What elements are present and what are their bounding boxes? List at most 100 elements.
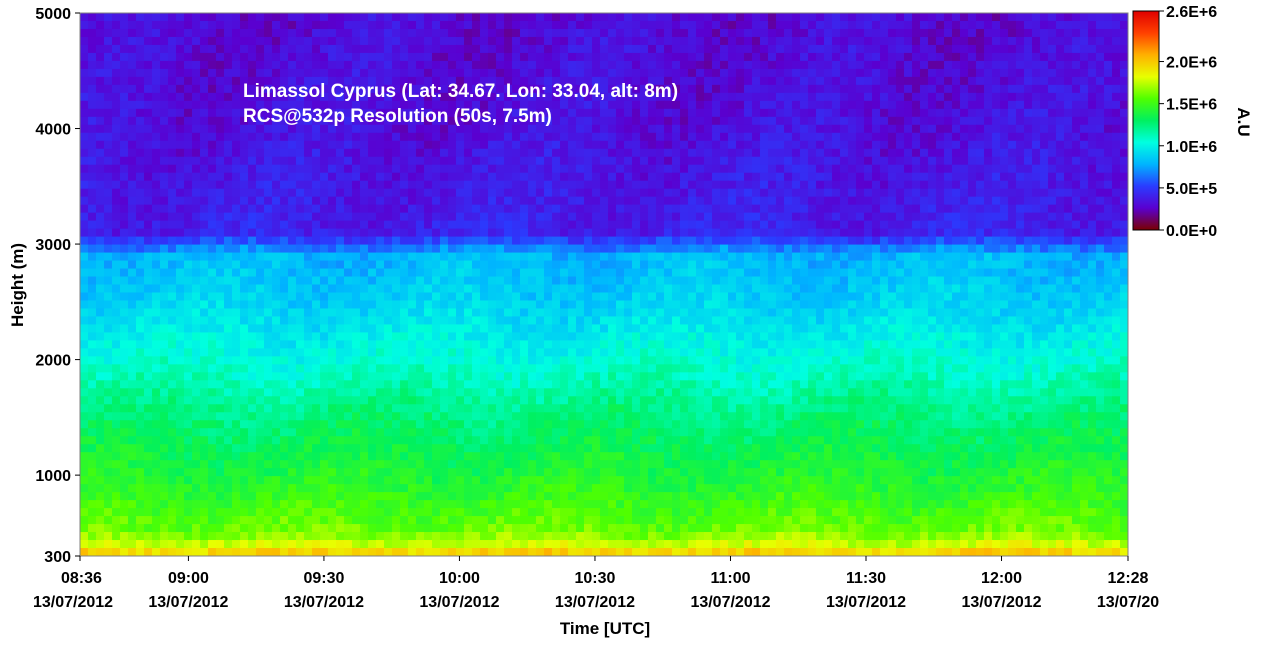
heatmap-cell [888, 308, 897, 318]
heatmap-cell [168, 52, 177, 62]
heatmap-cell [632, 84, 641, 94]
heatmap-cell [224, 124, 233, 134]
heatmap-cell [736, 188, 745, 198]
heatmap-cell [744, 44, 753, 54]
heatmap-cell [208, 180, 217, 190]
heatmap-cell [528, 236, 537, 246]
heatmap-cell [584, 108, 593, 118]
heatmap-cell [456, 292, 465, 302]
heatmap-cell [360, 172, 369, 182]
heatmap-cell [1056, 156, 1065, 166]
heatmap-cell [160, 36, 169, 46]
heatmap-cell [712, 204, 721, 214]
heatmap-cell [1088, 84, 1097, 94]
heatmap-cell [640, 36, 649, 46]
heatmap-cell [1104, 268, 1113, 278]
heatmap-cell [1008, 204, 1017, 214]
heatmap-cell [464, 164, 473, 174]
heatmap-cell [664, 148, 673, 158]
heatmap-cell [472, 244, 481, 254]
heatmap-cell [280, 188, 289, 198]
heatmap-cell [480, 76, 489, 86]
heatmap-cell [536, 68, 545, 78]
heatmap-cell [192, 284, 201, 294]
heatmap-cell [1000, 13, 1009, 22]
heatmap-cell [1040, 84, 1049, 94]
heatmap-cell [552, 284, 561, 294]
heatmap-cell [448, 220, 457, 230]
heatmap-cell [744, 148, 753, 158]
heatmap-cell [1072, 172, 1081, 182]
heatmap-cell [296, 60, 305, 70]
heatmap-cell [496, 180, 505, 190]
heatmap-cell [168, 100, 177, 110]
heatmap-cell [584, 236, 593, 246]
heatmap-cell [712, 92, 721, 102]
heatmap-cell [704, 68, 713, 78]
heatmap-cell [384, 100, 393, 110]
heatmap-cell [856, 156, 865, 166]
heatmap-cell [848, 132, 857, 142]
heatmap-cell [968, 196, 977, 206]
heatmap-cell [680, 292, 689, 302]
heatmap-cell [112, 164, 121, 174]
heatmap-cell [496, 52, 505, 62]
heatmap-cell [504, 44, 513, 54]
heatmap-cell [592, 13, 601, 22]
heatmap-cell [1008, 148, 1017, 158]
heatmap-cell [904, 268, 913, 278]
heatmap-cell [192, 116, 201, 126]
heatmap-cell [248, 44, 257, 54]
heatmap-cell [120, 84, 129, 94]
heatmap-cell [392, 260, 401, 270]
heatmap-cell [104, 180, 113, 190]
heatmap-cell [424, 92, 433, 102]
heatmap-cell [184, 292, 193, 302]
heatmap-cell [344, 204, 353, 214]
heatmap-cell [1080, 300, 1089, 310]
heatmap-cell [448, 60, 457, 70]
heatmap-cell [1096, 28, 1105, 38]
heatmap-cell [944, 140, 953, 150]
heatmap-cell [104, 36, 113, 46]
heatmap-cell [216, 52, 225, 62]
heatmap-cell [432, 236, 441, 246]
heatmap-cell [424, 108, 433, 118]
heatmap-cell [752, 212, 761, 222]
heatmap-cell [448, 204, 457, 214]
heatmap-cell [88, 276, 97, 286]
heatmap-cell [280, 124, 289, 134]
heatmap-cell [384, 252, 393, 262]
heatmap-cell [408, 68, 417, 78]
heatmap-cell [392, 180, 401, 190]
heatmap-cell [440, 164, 449, 174]
heatmap-cell [544, 36, 553, 46]
heatmap-cell [336, 236, 345, 246]
heatmap-cell [736, 172, 745, 182]
heatmap-cell [944, 180, 953, 190]
heatmap-cell [424, 284, 433, 294]
heatmap-cell [288, 68, 297, 78]
heatmap-cell [1096, 228, 1105, 238]
heatmap-cell [1096, 276, 1105, 286]
heatmap-cell [1104, 116, 1113, 126]
heatmap-cell [440, 84, 449, 94]
heatmap-cell [568, 252, 577, 262]
heatmap-cell [960, 132, 969, 142]
heatmap-cell [872, 36, 881, 46]
heatmap-cell [96, 36, 105, 46]
heatmap-cell [536, 292, 545, 302]
heatmap-cell [872, 148, 881, 158]
heatmap-cell [560, 220, 569, 230]
heatmap-cell [792, 204, 801, 214]
heatmap-cell [848, 124, 857, 134]
heatmap-cell [472, 36, 481, 46]
heatmap-cell [1112, 252, 1121, 262]
heatmap-cell [152, 244, 161, 254]
heatmap-cell [704, 44, 713, 54]
heatmap-cell [592, 76, 601, 86]
heatmap-cell [768, 132, 777, 142]
heatmap-cell [600, 140, 609, 150]
heatmap-cell [808, 76, 817, 86]
heatmap-cell [832, 180, 841, 190]
